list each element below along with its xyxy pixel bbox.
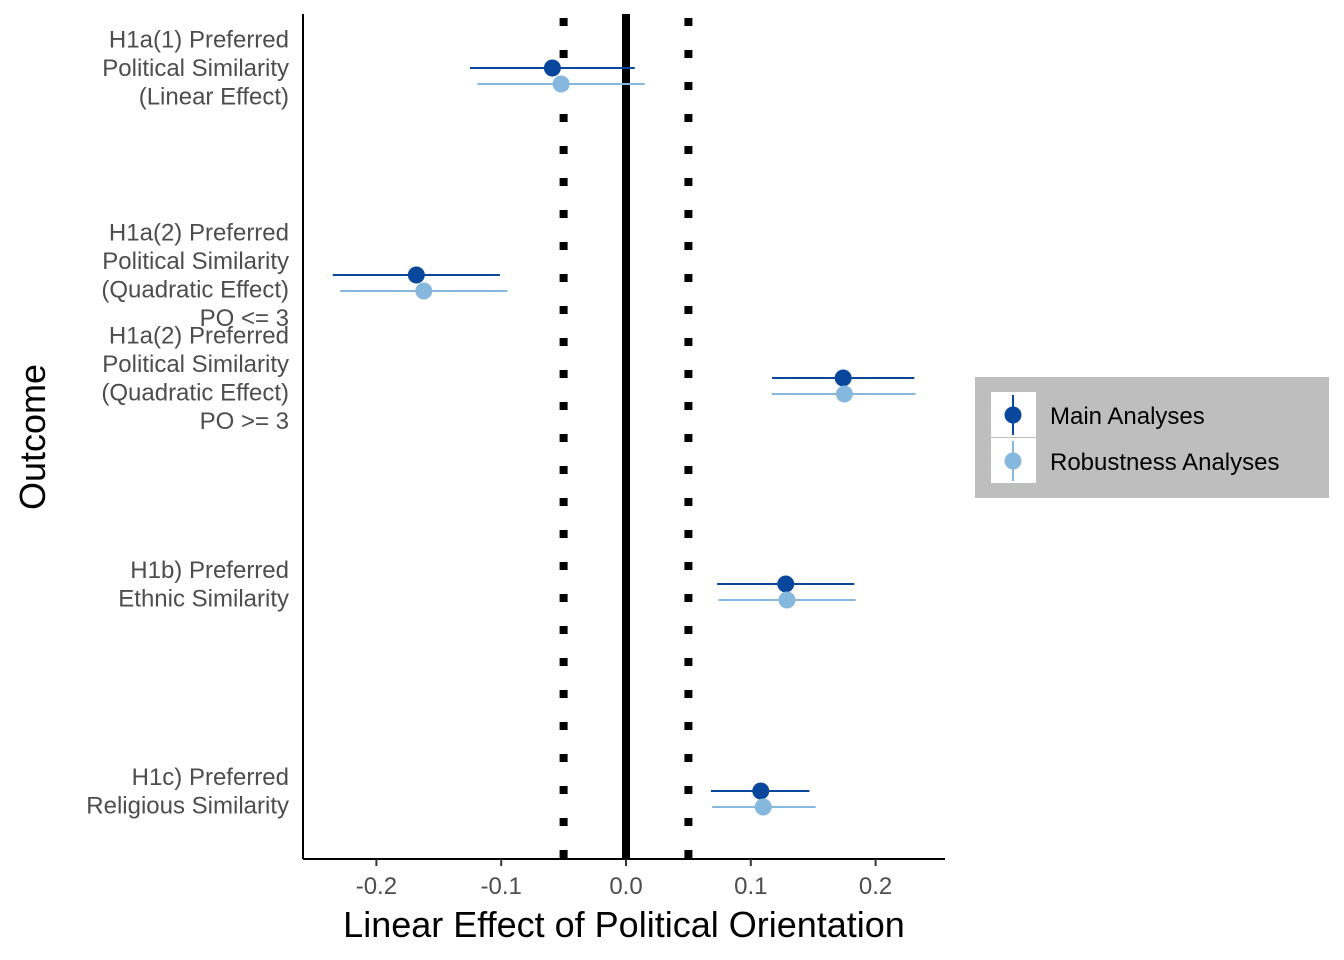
point-estimate-1-h1a1 [552,75,570,93]
y-tick-label-line: Political Similarity [102,248,289,275]
x-tick-label: -0.2 [356,873,397,900]
point-estimate-1-h1a2_low [415,282,433,300]
y-tick-label-line: H1a(2) Preferred [109,322,289,349]
point-estimate-0-h1a2_low [407,266,425,284]
x-axis-title: Linear Effect of Political Orientation [343,904,905,945]
legend-key-point [1004,452,1022,470]
y-tick-label-h1a2_low: H1a(2) Preferred Political Similarity (Qua… [101,219,289,332]
y-axis-title: Outcome [12,364,53,510]
point-estimate-1-h1b [778,591,796,609]
y-tick-label-h1a1: H1a(1) Preferred Political Similarity (Lin… [102,27,289,111]
axes [302,14,945,860]
y-tick-label-h1a2_high: H1a(2) Preferred Political Similarity (Qua… [101,322,289,435]
y-tick-label-line: Political Similarity [102,55,289,82]
point-estimate-1-h1c [754,798,772,816]
x-tick-label: 0.2 [859,873,892,900]
x-tick-label: -0.1 [481,873,522,900]
legend-label: Main Analyses [1050,403,1205,430]
y-tick-label-line: H1c) Preferred [132,764,289,791]
y-tick-label-line: (Linear Effect) [139,84,289,111]
y-tick-label-line: Ethnic Similarity [118,585,289,612]
y-tick-labels: H1a(1) Preferred Political Similarity (Lin… [86,27,289,820]
y-tick-label-line: H1b) Preferred [130,557,289,584]
y-tick-label-line: PO <= 3 [200,305,289,332]
y-tick-label-h1b: H1b) Preferred Ethnic Similarity [118,557,289,613]
x-tick-label: 0.1 [734,873,767,900]
y-tick-label-line: (Quadratic Effect) [101,276,289,303]
y-tick-label-line: Religious Similarity [86,792,289,819]
legend-label: Robustness Analyses [1050,449,1279,476]
point-estimate-0-h1b [777,575,795,593]
x-ticks: -0.2 -0.1 0.0 0.1 0.2 [356,859,892,900]
y-tick-label-line: H1a(1) Preferred [109,27,289,54]
point-estimate-1-h1a2_high [835,385,853,403]
y-tick-label-line: (Quadratic Effect) [101,379,289,406]
y-tick-label-h1c: H1c) Preferred Religious Similarity [86,764,289,820]
reference-lines [559,14,693,859]
y-tick-label-line: PO >= 3 [200,408,289,435]
x-tick-label: 0.0 [609,873,642,900]
y-tick-label-line: Political Similarity [102,351,289,378]
point-estimate-0-h1c [752,782,770,800]
legend: Main Analyses Robustness Analyses [975,377,1329,498]
y-tick-label-line: H1a(2) Preferred [109,219,289,246]
point-estimate-0-h1a2_high [834,369,852,387]
data-marks [332,59,916,816]
point-estimate-0-h1a1 [543,59,561,77]
legend-key-point [1004,406,1022,424]
